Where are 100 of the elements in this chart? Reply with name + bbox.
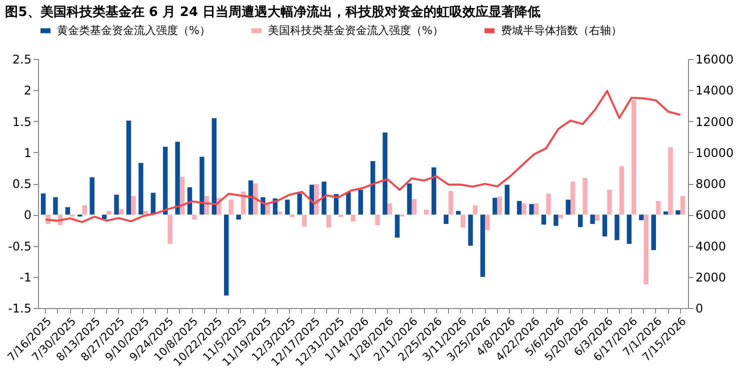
y2-tick-label: 10000	[696, 146, 734, 160]
bar	[322, 182, 326, 215]
bar	[432, 167, 436, 215]
bar	[566, 200, 571, 215]
y2-tick-label: 0	[696, 302, 704, 316]
bar	[278, 212, 282, 215]
bar	[582, 178, 588, 215]
bar	[480, 214, 486, 277]
bar	[468, 214, 473, 246]
bar	[126, 120, 132, 215]
bar	[504, 184, 510, 215]
y-tick-label: 0.5	[12, 177, 32, 191]
bar	[680, 196, 686, 215]
y2-tick-label: 6000	[696, 208, 726, 222]
chart-title: 图5、美国科技类基金在 6 月 24 日当周遭遇大幅净流出，科技股对资金的虹吸效应显著降低	[5, 4, 541, 20]
bar	[212, 118, 217, 215]
bar	[516, 200, 522, 215]
bar	[578, 214, 583, 228]
bar	[290, 214, 294, 218]
bar	[558, 214, 564, 218]
bar	[90, 177, 94, 215]
bar	[546, 193, 551, 215]
bar	[168, 214, 172, 244]
bar	[253, 184, 258, 215]
y2-tick-label: 4000	[696, 239, 726, 254]
bar	[192, 214, 197, 220]
bar	[522, 203, 526, 215]
bar	[162, 146, 168, 215]
bar	[65, 207, 70, 215]
legend-label: 美国科技类基金资金流入强度（%）	[268, 24, 444, 37]
line-series	[44, 90, 682, 224]
bar	[444, 214, 448, 224]
bar	[639, 214, 644, 220]
bar	[534, 203, 539, 215]
bar	[492, 198, 498, 215]
y-tick-label: 0	[24, 208, 32, 222]
bar	[102, 214, 107, 219]
bar	[570, 182, 576, 215]
bar	[656, 200, 661, 215]
bar	[407, 184, 412, 215]
bar	[594, 214, 600, 221]
bar	[106, 210, 112, 215]
bar	[375, 214, 380, 226]
bar	[314, 184, 319, 215]
bar	[448, 190, 454, 215]
bar	[53, 197, 58, 215]
bar	[676, 210, 680, 215]
y-tick-label: 2.5	[12, 52, 32, 66]
bar	[424, 210, 429, 215]
y-tick-label: -1.5	[8, 302, 32, 316]
bar	[200, 156, 204, 215]
bar	[602, 214, 608, 236]
bar	[614, 214, 620, 240]
bar	[632, 100, 636, 215]
y-tick-label: 1.5	[12, 114, 32, 129]
bar	[472, 205, 478, 215]
bar	[326, 214, 332, 228]
bar	[118, 209, 124, 215]
bar	[138, 162, 144, 215]
bar	[485, 214, 490, 230]
y-tick-label: -1	[20, 270, 32, 284]
bar	[460, 214, 466, 228]
bar	[114, 194, 119, 215]
legend-label: 费城半导体指数（右轴）	[501, 24, 622, 37]
bar	[651, 214, 656, 250]
bar	[297, 193, 302, 215]
bar	[554, 214, 558, 226]
bar	[644, 214, 648, 284]
bar	[626, 214, 632, 244]
bar	[302, 214, 307, 226]
y2-tick-label: 12000	[696, 114, 734, 129]
bar	[82, 205, 87, 215]
bar	[607, 190, 612, 215]
bar	[590, 214, 595, 224]
bar	[382, 132, 388, 215]
bar	[497, 196, 502, 215]
bar	[529, 204, 534, 215]
legend-label: 黄金类基金资金流入强度（%）	[57, 24, 210, 37]
y-tick-label: 2	[24, 84, 32, 98]
bar	[541, 214, 546, 225]
bar	[456, 210, 461, 215]
bar	[412, 199, 417, 215]
y2-tick-label: 8000	[696, 177, 726, 191]
bar	[668, 147, 673, 215]
bar	[228, 200, 234, 215]
bar	[350, 214, 356, 222]
bar	[394, 214, 400, 238]
y-tick-label: -0.5	[8, 239, 32, 254]
bar	[224, 214, 229, 296]
bar	[180, 176, 185, 215]
bar	[387, 203, 392, 215]
bar	[663, 212, 668, 215]
bar	[619, 166, 624, 215]
y2-tick-label: 2000	[696, 270, 726, 284]
bar	[236, 214, 241, 220]
y2-tick-label: 14000	[696, 84, 734, 98]
bar	[175, 142, 180, 215]
bar	[131, 196, 136, 215]
bar	[285, 200, 290, 215]
y2-tick-label: 16000	[696, 52, 734, 66]
